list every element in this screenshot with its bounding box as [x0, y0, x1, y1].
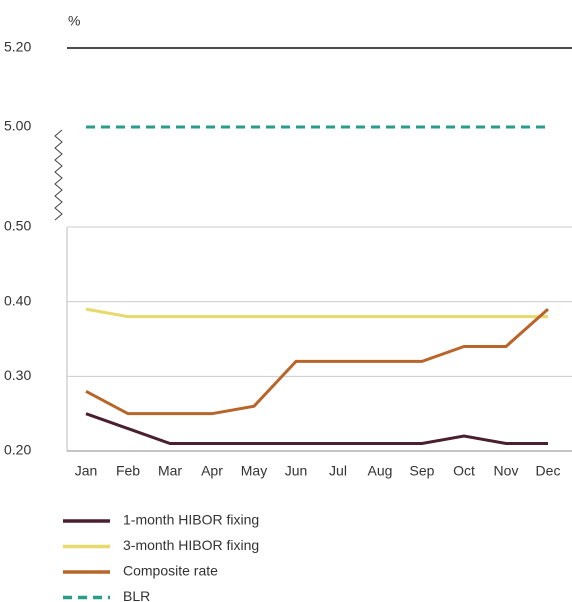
x-tick-label: Aug — [368, 463, 393, 479]
legend-label: Composite rate — [123, 563, 218, 579]
x-tick-label: Oct — [453, 463, 475, 479]
y-tick-label: 5.00 — [4, 118, 31, 134]
y-tick-label: 0.50 — [4, 218, 31, 234]
x-tick-label: Feb — [116, 463, 140, 479]
y-tick-label: 0.40 — [4, 292, 31, 308]
legend-label: 1-month HIBOR fixing — [123, 512, 259, 528]
legend-label: 3-month HIBOR fixing — [123, 537, 259, 553]
x-tick-label: May — [241, 463, 267, 479]
x-tick-label: Nov — [494, 463, 519, 479]
y-tick-label: 5.20 — [4, 39, 31, 55]
x-tick-label: Jun — [285, 463, 308, 479]
x-tick-label: Apr — [201, 463, 223, 479]
series-line — [85, 307, 548, 319]
x-tick-label: Sep — [410, 463, 435, 479]
axis-break — [54, 129, 63, 221]
y-tick-label: 0.30 — [4, 367, 31, 383]
x-tick-label: Jan — [75, 463, 98, 479]
y-tick-label: 0.20 — [4, 442, 31, 458]
y-axis-label: % — [68, 13, 80, 29]
series-line — [85, 308, 549, 416]
x-tick-label: Jul — [329, 463, 347, 479]
x-tick-label: Mar — [158, 463, 182, 479]
legend-label: BLR — [123, 588, 150, 602]
series-line — [85, 412, 548, 446]
x-tick-label: Dec — [536, 463, 561, 479]
